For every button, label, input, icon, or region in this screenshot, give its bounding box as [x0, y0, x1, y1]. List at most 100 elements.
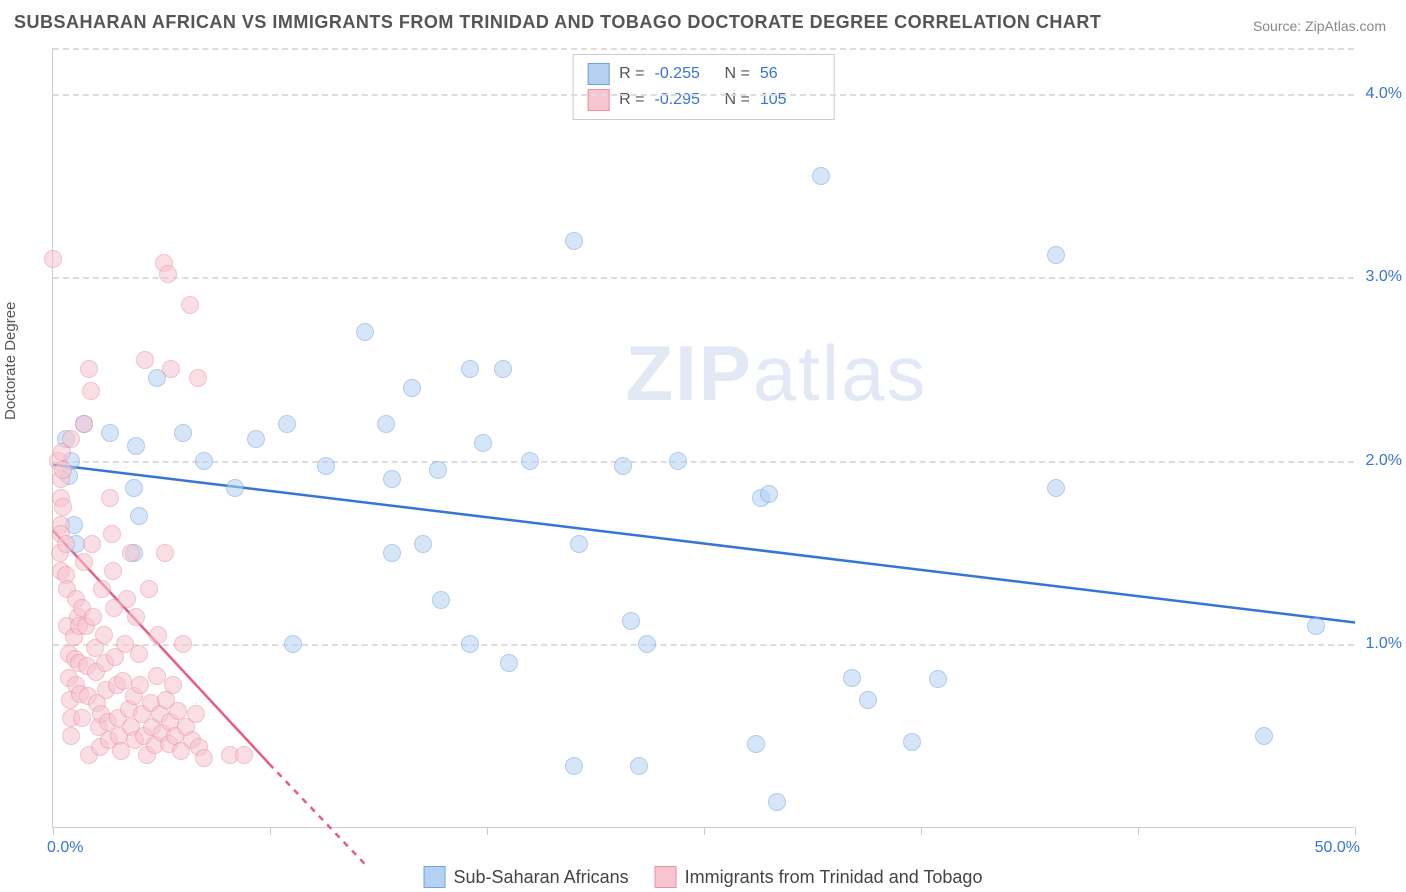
scatter-point-tt [164, 676, 182, 694]
scatter-point-tt [104, 562, 122, 580]
chart-title: SUBSAHARAN AFRICAN VS IMMIGRANTS FROM TR… [14, 12, 1101, 33]
scatter-point-tt [44, 250, 62, 268]
scatter-point-ssa [843, 669, 861, 687]
scatter-point-ssa [630, 757, 648, 775]
x-tick [921, 827, 922, 835]
scatter-point-tt [136, 351, 154, 369]
scatter-point-ssa [284, 635, 302, 653]
scatter-point-tt [156, 544, 174, 562]
scatter-point-tt [75, 415, 93, 433]
scatter-point-ssa [903, 733, 921, 751]
x-tick [270, 827, 271, 835]
x-tick [1138, 827, 1139, 835]
scatter-point-ssa [226, 479, 244, 497]
scatter-point-ssa [570, 535, 588, 553]
scatter-point-tt [54, 498, 72, 516]
n-label: N = [725, 65, 750, 83]
legend-swatch [424, 866, 446, 888]
scatter-point-ssa [1047, 246, 1065, 264]
y-axis-label: Doctorate Degree [2, 302, 19, 420]
legend-item-tt: Immigrants from Trinidad and Tobago [655, 866, 983, 888]
scatter-point-ssa [403, 379, 421, 397]
scatter-point-ssa [429, 461, 447, 479]
x-tick-label: 0.0% [47, 839, 83, 857]
legend-swatch [655, 866, 677, 888]
scatter-point-tt [101, 489, 119, 507]
scatter-point-tt [62, 430, 80, 448]
scatter-point-tt [169, 702, 187, 720]
x-tick [1355, 827, 1356, 835]
scatter-point-ssa [278, 415, 296, 433]
plot-area: ZIPatlas R =-0.255N =56R =-0.295N =105 1… [52, 48, 1354, 828]
scatter-point-ssa [929, 670, 947, 688]
r-label: R = [619, 65, 644, 83]
scatter-point-tt [62, 727, 80, 745]
scatter-point-tt [57, 535, 75, 553]
scatter-point-ssa [747, 735, 765, 753]
grid-line [53, 644, 1354, 646]
scatter-point-ssa [565, 232, 583, 250]
scatter-point-ssa [669, 452, 687, 470]
scatter-point-tt [181, 296, 199, 314]
scatter-point-tt [195, 749, 213, 767]
scatter-point-ssa [461, 360, 479, 378]
scatter-point-ssa [565, 757, 583, 775]
scatter-point-tt [80, 360, 98, 378]
scatter-point-ssa [125, 479, 143, 497]
scatter-point-ssa [383, 544, 401, 562]
legend-label: Immigrants from Trinidad and Tobago [685, 867, 983, 888]
scatter-point-ssa [461, 635, 479, 653]
scatter-point-ssa [432, 591, 450, 609]
scatter-point-tt [130, 645, 148, 663]
scatter-point-tt [75, 553, 93, 571]
grid-line [53, 277, 1354, 279]
scatter-point-ssa [614, 457, 632, 475]
scatter-point-tt [73, 709, 91, 727]
y-tick-label: 2.0% [1366, 452, 1402, 470]
scatter-point-ssa [1047, 479, 1065, 497]
legend-stat-row: R =-0.255N =56 [587, 61, 820, 87]
legend-swatch [587, 63, 609, 85]
grid-line [53, 461, 1354, 463]
x-tick-label: 50.0% [1315, 839, 1360, 857]
chart-source: Source: ZipAtlas.com [1253, 18, 1386, 34]
scatter-point-tt [235, 746, 253, 764]
legend-stat-row: R =-0.295N =105 [587, 87, 820, 113]
x-tick [704, 827, 705, 835]
legend-label: Sub-Saharan Africans [454, 867, 629, 888]
scatter-point-tt [189, 369, 207, 387]
scatter-point-ssa [760, 485, 778, 503]
scatter-point-tt [187, 705, 205, 723]
scatter-point-tt [95, 626, 113, 644]
legend-swatch [587, 89, 609, 111]
y-tick-label: 4.0% [1366, 85, 1402, 103]
grid-line [53, 48, 1354, 50]
scatter-point-tt [84, 608, 102, 626]
x-tick [487, 827, 488, 835]
scatter-point-ssa [1255, 727, 1273, 745]
scatter-point-tt [122, 544, 140, 562]
scatter-point-ssa [174, 424, 192, 442]
r-value: -0.255 [655, 65, 715, 83]
legend-item-ssa: Sub-Saharan Africans [424, 866, 629, 888]
scatter-point-tt [174, 635, 192, 653]
scatter-point-ssa [812, 167, 830, 185]
scatter-point-tt [118, 590, 136, 608]
scatter-point-ssa [494, 360, 512, 378]
scatter-point-tt [159, 265, 177, 283]
scatter-point-tt [93, 580, 111, 598]
scatter-point-ssa [414, 535, 432, 553]
legend-stats: R =-0.255N =56R =-0.295N =105 [572, 54, 835, 120]
scatter-point-ssa [101, 424, 119, 442]
scatter-point-ssa [356, 323, 374, 341]
scatter-point-ssa [859, 691, 877, 709]
scatter-point-ssa [317, 457, 335, 475]
scatter-point-tt [83, 535, 101, 553]
scatter-point-ssa [383, 470, 401, 488]
scatter-point-tt [140, 580, 158, 598]
scatter-point-ssa [521, 452, 539, 470]
scatter-point-ssa [377, 415, 395, 433]
scatter-point-tt [82, 382, 100, 400]
scatter-point-ssa [1307, 617, 1325, 635]
x-tick [53, 827, 54, 835]
